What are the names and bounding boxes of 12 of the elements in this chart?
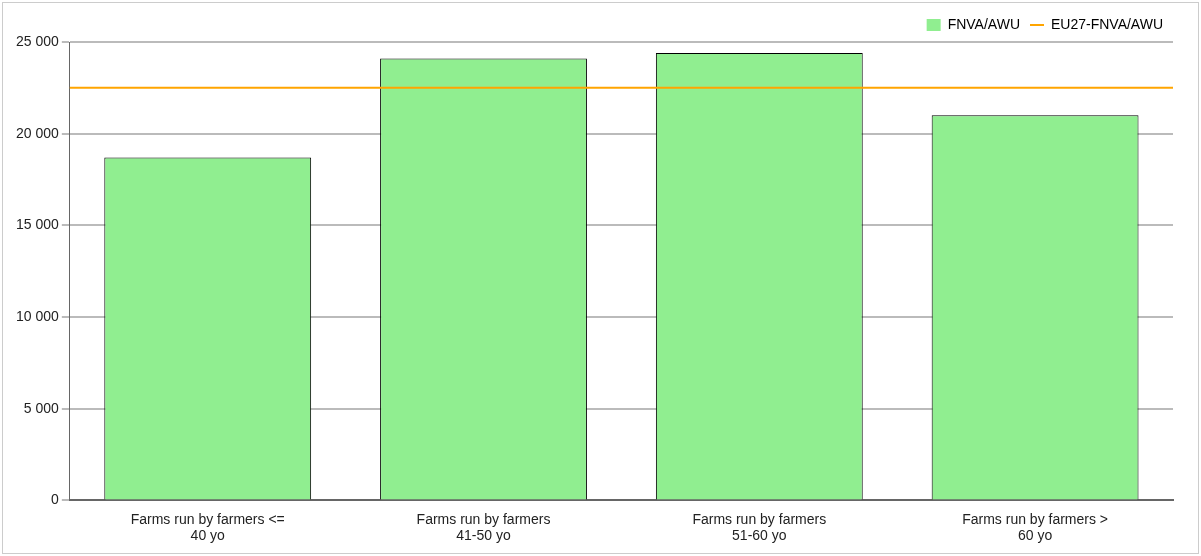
y-tick-label: 5 000 (23, 399, 60, 416)
y-tick-label: 25 000 (15, 32, 60, 49)
x-tick-label: Farms run by farmers > 60 yo (962, 510, 1109, 544)
x-tick-label: Farms run by farmers 51-60 yo (692, 510, 827, 544)
legend-label: EU27-FNVA/AWU (1050, 15, 1163, 32)
legend-label: FNVA/AWU (947, 15, 1020, 32)
x-tick-label: Farms run by farmers <= 40 yo (130, 510, 285, 544)
y-tick-label: 15 000 (15, 216, 60, 233)
y-tick-label: 0 (51, 491, 60, 508)
x-tick-label: Farms run by farmers 41-50 yo (416, 510, 551, 544)
y-tick-label: 10 000 (15, 307, 60, 324)
y-tick-label: 20 000 (15, 124, 60, 141)
